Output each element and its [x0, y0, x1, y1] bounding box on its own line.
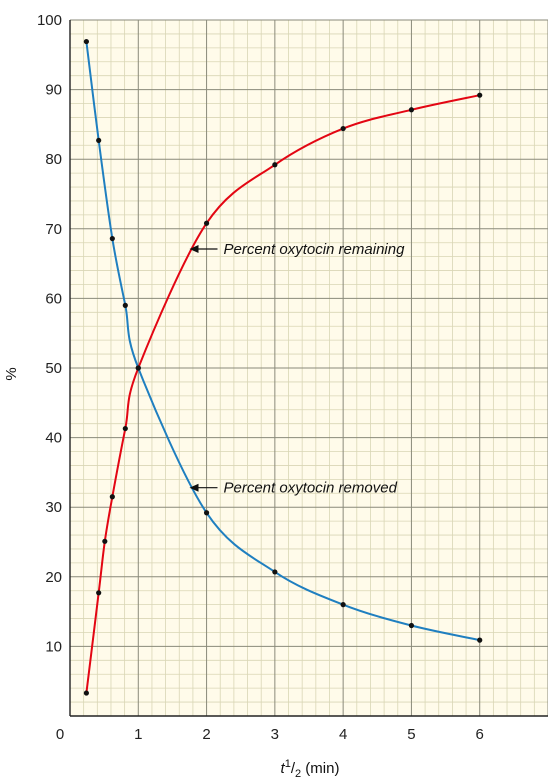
- x-axis-title-base: t: [281, 760, 286, 777]
- annotation-removed: Percent oxytocin removed: [224, 480, 398, 497]
- y-tick-label: 80: [45, 151, 62, 168]
- x-axis-title-sup: 1: [285, 758, 291, 770]
- point-remaining: [340, 125, 346, 132]
- point-removed: [96, 137, 102, 144]
- point-remaining: [272, 162, 278, 168]
- point-removed: [340, 602, 346, 608]
- data-points: [83, 38, 483, 696]
- y-tick-label: 90: [45, 82, 62, 99]
- y-tick-label: 60: [45, 290, 62, 307]
- point-removed: [477, 637, 483, 643]
- point-removed: [135, 365, 141, 371]
- point-removed: [272, 569, 278, 575]
- major-gridlines: [70, 19, 548, 716]
- point-remaining: [83, 690, 89, 696]
- series-line-remaining: [85, 94, 480, 694]
- x-tick-label: 1: [134, 726, 142, 743]
- tick-labels: 0 1 2 3 4 5 6 10 20 30 40 50 60 70 80 90 100: [37, 12, 484, 743]
- x-tick-label: 2: [202, 726, 210, 743]
- point-remaining: [96, 590, 102, 596]
- y-tick-label: 30: [45, 499, 62, 516]
- y-tick-label: 20: [45, 569, 62, 586]
- x-axis-title: t1/2 (min): [281, 758, 340, 778]
- point-removed: [83, 38, 89, 45]
- x-axis-title-sub: 2: [295, 768, 301, 778]
- x-tick-label: 5: [407, 726, 415, 743]
- y-tick-label: 100: [37, 12, 62, 29]
- annotations: Percent oxytocin remaining Percent oxytoc…: [189, 241, 406, 497]
- x-tick-label: 3: [271, 726, 279, 743]
- point-remaining: [408, 107, 415, 113]
- axes: [69, 20, 548, 717]
- point-removed: [122, 302, 128, 308]
- y-tick-label: 50: [45, 360, 62, 377]
- point-removed: [203, 510, 210, 516]
- x-tick-label: 6: [476, 726, 484, 743]
- annotation-arrowhead: [189, 483, 199, 492]
- point-remaining: [203, 220, 210, 226]
- annotation-arrowhead: [189, 244, 199, 253]
- annotation-remaining: Percent oxytocin remaining: [224, 241, 406, 258]
- x-axis-title-unit: (min): [301, 760, 339, 777]
- x-tick-label: 0: [56, 726, 64, 743]
- point-remaining: [122, 425, 128, 432]
- y-tick-label: 10: [45, 638, 62, 655]
- y-tick-label: 40: [45, 430, 62, 447]
- point-remaining: [109, 494, 115, 500]
- point-removed: [109, 235, 115, 242]
- point-remaining: [102, 538, 108, 544]
- series-line-removed: [85, 41, 480, 642]
- point-removed: [408, 622, 415, 629]
- curves: [85, 41, 480, 694]
- y-tick-label: 70: [45, 221, 62, 238]
- y-axis-title: %: [3, 367, 20, 380]
- x-axis-title-slash: /: [291, 760, 296, 777]
- point-remaining: [477, 92, 483, 98]
- x-tick-label: 4: [339, 726, 347, 743]
